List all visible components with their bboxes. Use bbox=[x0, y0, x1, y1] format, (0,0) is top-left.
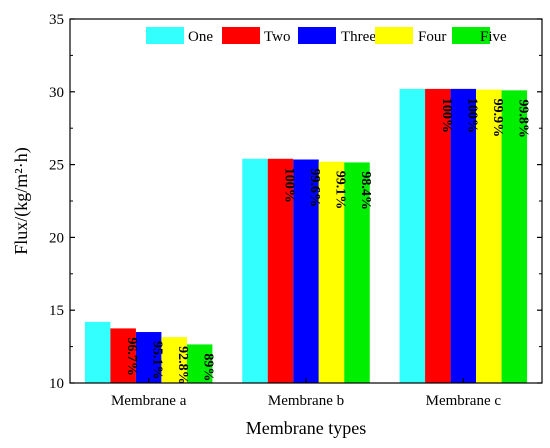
bar-one bbox=[84, 321, 111, 383]
bar-two bbox=[425, 88, 451, 383]
legend-label-two: Two bbox=[264, 29, 290, 45]
bar-two bbox=[110, 328, 136, 383]
x-axis: Membrane a Membrane b Membrane c bbox=[111, 378, 501, 409]
bar-data-label: 99.9% bbox=[490, 99, 505, 138]
bar-four bbox=[318, 161, 345, 383]
x-tick-label: Membrane c bbox=[426, 393, 502, 409]
bar-data-label: 100% bbox=[464, 98, 479, 133]
y-tick-label: 35 bbox=[49, 12, 64, 28]
legend-swatch-three bbox=[298, 27, 336, 44]
legend-label-four: Four bbox=[418, 29, 446, 45]
y-tick-label: 15 bbox=[49, 303, 64, 319]
legend-label-five: Five bbox=[480, 29, 507, 45]
legend-swatch-one bbox=[146, 27, 184, 44]
y-axis: 10 15 20 25 30 35 bbox=[49, 12, 542, 392]
y-axis-title: Flux/(kg/m²·h) bbox=[11, 147, 32, 254]
bar-three bbox=[135, 332, 162, 383]
bar-five bbox=[186, 344, 213, 383]
y-tick-label: 20 bbox=[49, 230, 64, 246]
bar-four bbox=[476, 89, 502, 383]
bars-group bbox=[84, 88, 528, 384]
bar-two bbox=[267, 158, 294, 383]
bar-data-label: 99.1% bbox=[333, 171, 348, 210]
bar-data-label: 89% bbox=[201, 353, 216, 381]
y-tick-label: 30 bbox=[49, 85, 64, 101]
bar-data-label: 96.7% bbox=[124, 337, 139, 376]
legend-swatch-four bbox=[375, 27, 413, 44]
bar-data-label: 95.1% bbox=[150, 341, 165, 380]
bar-five bbox=[501, 90, 528, 384]
bar-four bbox=[161, 337, 187, 383]
bar-three bbox=[293, 159, 319, 383]
bar-labels-group: 96.7% 95.1% 92.8% 89% 100% 99.6% 99.1% 98.4% 100… bbox=[124, 98, 530, 385]
bar-data-label: 99.6% bbox=[307, 169, 322, 208]
bar-three bbox=[450, 88, 477, 383]
bar-data-label: 100% bbox=[282, 168, 297, 203]
legend-swatch-five bbox=[452, 27, 490, 44]
legend-label-one: One bbox=[188, 29, 213, 45]
bar-one bbox=[399, 88, 426, 383]
legend-label-three: Three bbox=[341, 29, 376, 45]
bar-data-label: 99.8% bbox=[515, 99, 530, 137]
legend-swatch-two bbox=[222, 27, 260, 44]
y-tick-label: 10 bbox=[49, 376, 64, 392]
y-tick-label: 25 bbox=[49, 158, 64, 174]
bar-data-label: 100% bbox=[439, 98, 454, 133]
bar-one bbox=[242, 158, 268, 383]
bar-data-label: 92.8% bbox=[175, 346, 190, 385]
x-tick-label: Membrane b bbox=[268, 393, 344, 409]
x-tick-label: Membrane a bbox=[111, 393, 187, 409]
bar-five bbox=[344, 162, 370, 383]
bar-data-label: 98.4% bbox=[358, 171, 373, 210]
legend: One Two Three Four Five bbox=[146, 27, 507, 45]
x-axis-title: Membrane types bbox=[246, 418, 366, 438]
